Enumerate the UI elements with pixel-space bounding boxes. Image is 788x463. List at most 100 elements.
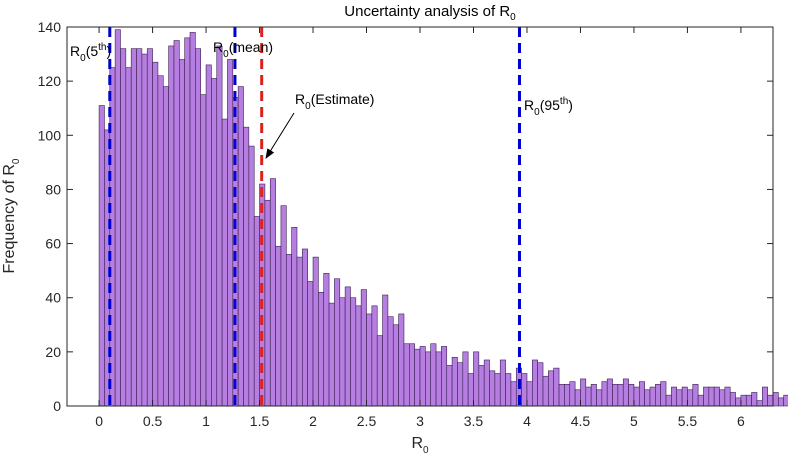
chart-title-main: Uncertainty analysis of R bbox=[344, 3, 510, 20]
histogram-bar bbox=[548, 370, 555, 407]
annotation-r0-estimate-tail: (Estimate) bbox=[311, 91, 375, 107]
histogram-bar bbox=[745, 394, 752, 407]
x-tick-label: 4 bbox=[523, 413, 531, 429]
histogram-bar bbox=[783, 394, 788, 407]
histogram-bar bbox=[409, 343, 415, 407]
x-tick-label: 2 bbox=[309, 413, 317, 429]
histogram-bar bbox=[398, 313, 405, 407]
histogram-bar bbox=[767, 394, 774, 407]
histogram-bar bbox=[264, 199, 271, 407]
histogram-bar bbox=[435, 351, 442, 407]
annotation-r0-estimate: R0(Estimate) bbox=[295, 91, 374, 112]
histogram-bar bbox=[697, 394, 704, 407]
histogram-bars bbox=[98, 29, 788, 407]
histogram-bar bbox=[403, 343, 410, 407]
histogram-bar bbox=[671, 386, 678, 407]
histogram-bar bbox=[366, 313, 373, 407]
histogram-bar bbox=[713, 386, 720, 407]
histogram-bar bbox=[724, 386, 731, 407]
x-axis-label-sub: 0 bbox=[423, 445, 429, 456]
histogram-bar bbox=[302, 248, 308, 407]
histogram-bar bbox=[136, 48, 143, 407]
histogram-bar bbox=[521, 373, 528, 407]
histogram-bar bbox=[569, 381, 576, 407]
histogram-bar bbox=[376, 335, 383, 407]
histogram-bar bbox=[248, 145, 255, 407]
histogram-bar bbox=[441, 346, 448, 407]
histogram-bar bbox=[735, 397, 742, 407]
histogram-bar bbox=[590, 384, 597, 407]
x-tick-label: 0.5 bbox=[143, 413, 163, 429]
histogram-bar bbox=[489, 370, 496, 407]
x-axis-label-main: R bbox=[411, 435, 423, 452]
histogram-bar bbox=[312, 256, 319, 407]
histogram-bar bbox=[130, 48, 137, 407]
histogram-bar bbox=[425, 351, 431, 407]
histogram-bar bbox=[307, 281, 314, 407]
histogram-bar bbox=[243, 126, 250, 407]
histogram-bar bbox=[146, 48, 153, 407]
histogram-bar bbox=[532, 359, 538, 407]
histogram-bar bbox=[344, 286, 351, 407]
histogram-bar bbox=[537, 362, 544, 407]
histogram-bar bbox=[98, 105, 105, 407]
annotation-r0-95th: R0(95th) bbox=[524, 96, 573, 118]
histogram-bar bbox=[622, 378, 629, 407]
histogram-bar bbox=[189, 32, 196, 407]
histogram-bar bbox=[339, 297, 346, 407]
histogram-bar bbox=[494, 373, 501, 407]
histogram-bar bbox=[638, 381, 645, 407]
y-tick-label: 100 bbox=[38, 127, 62, 143]
histogram-bar bbox=[574, 389, 581, 407]
histogram-bar bbox=[499, 359, 506, 407]
histogram-bar bbox=[585, 386, 592, 407]
histogram-bar bbox=[644, 389, 651, 407]
histogram-bar bbox=[216, 45, 223, 407]
histogram-bar bbox=[601, 381, 608, 407]
x-tick-label: 5.5 bbox=[678, 413, 698, 429]
histogram-bar bbox=[478, 365, 485, 407]
histogram-bar bbox=[360, 289, 367, 407]
histogram-bar bbox=[510, 381, 517, 407]
x-axis-label: R0 bbox=[411, 435, 429, 456]
histogram-bar bbox=[596, 389, 603, 407]
histogram-bar bbox=[280, 205, 287, 407]
histogram-bar bbox=[687, 389, 694, 407]
histogram-bar bbox=[419, 346, 426, 407]
histogram-bar bbox=[285, 254, 292, 407]
histogram-bar bbox=[558, 384, 565, 407]
histogram-bar bbox=[681, 386, 688, 407]
annotation-r0-95th-tail: (95 bbox=[540, 97, 560, 113]
annotation-r0-estimate-sub: 0 bbox=[305, 101, 311, 112]
annotation-arrow bbox=[265, 112, 295, 159]
histogram-bar bbox=[617, 384, 624, 407]
annotation-r0-5th: R0(5th) bbox=[70, 42, 111, 64]
histogram-bar bbox=[665, 394, 672, 407]
x-axis-ticks: 0 0.5 1 1.5 2 2.5 3 3.5 4 4.5 5 5.5 6 bbox=[95, 27, 745, 429]
histogram-bar bbox=[692, 384, 699, 407]
histogram-bar bbox=[542, 375, 549, 407]
histogram-bar bbox=[612, 384, 619, 407]
y-tick-label: 40 bbox=[45, 290, 61, 306]
histogram-bar bbox=[350, 297, 357, 407]
histogram-bar bbox=[168, 45, 175, 407]
histogram-bar bbox=[328, 302, 335, 407]
annotation-r0-estimate-main: R bbox=[295, 91, 305, 107]
x-tick-label: 3.5 bbox=[464, 413, 484, 429]
histogram-bar bbox=[660, 381, 667, 407]
y-tick-label: 120 bbox=[38, 73, 62, 89]
histogram-bar bbox=[200, 94, 207, 407]
histogram-bar bbox=[291, 227, 298, 407]
histogram-bar bbox=[729, 392, 736, 407]
annotation-r0-mean-tail: (mean) bbox=[229, 39, 273, 55]
histogram-bar bbox=[334, 278, 341, 407]
histogram-bar bbox=[676, 389, 683, 407]
annotation-r0-5th-tail: (5 bbox=[86, 43, 99, 59]
annotation-r0-95th-main: R bbox=[524, 97, 534, 113]
x-tick-label: 5 bbox=[630, 413, 638, 429]
histogram-bar bbox=[269, 178, 276, 407]
histogram-bar bbox=[772, 392, 779, 407]
histogram-bar bbox=[323, 273, 330, 407]
histogram-bar bbox=[195, 48, 202, 407]
y-tick-label: 60 bbox=[45, 236, 61, 252]
